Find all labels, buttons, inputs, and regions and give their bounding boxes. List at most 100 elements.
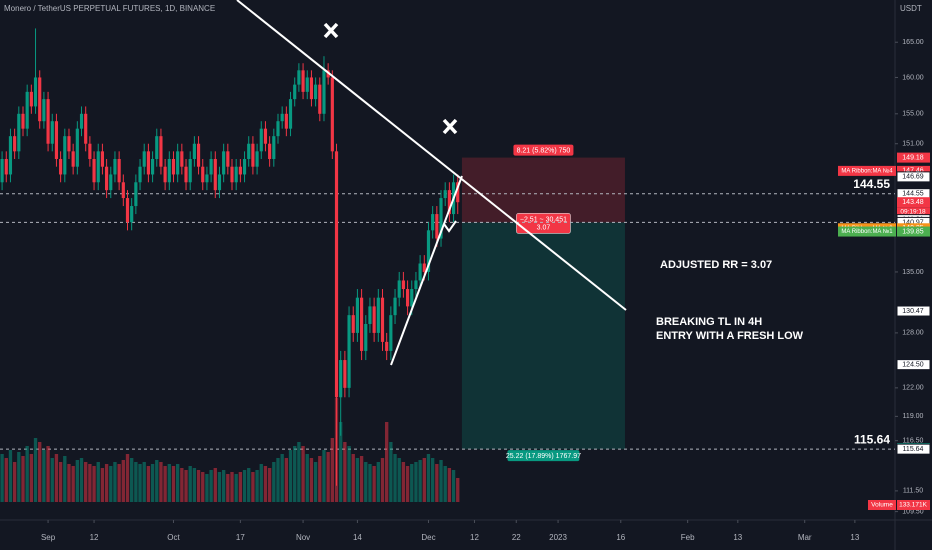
volume-bar — [368, 464, 372, 502]
volume-bar — [12, 462, 17, 502]
candle-body — [171, 158, 176, 175]
volume-bar — [272, 462, 276, 502]
volume-bar — [196, 470, 201, 502]
candle-body — [318, 84, 322, 114]
candle-body — [414, 280, 418, 290]
volume-bar — [201, 472, 205, 502]
candle-body — [234, 166, 238, 183]
price-tag-label: 149.18 — [902, 154, 924, 161]
candle-body — [113, 158, 117, 175]
volume-bar — [259, 464, 263, 502]
candle-body — [163, 166, 167, 183]
candle-body — [8, 136, 13, 175]
volume-name-tag — [868, 500, 896, 510]
volume-bar — [8, 450, 13, 502]
x-tick-label: 13 — [850, 533, 859, 542]
candle-body — [447, 190, 451, 215]
candle-body — [117, 158, 121, 183]
candle-body — [364, 323, 368, 351]
candle-body — [230, 166, 234, 183]
volume-bar — [372, 466, 376, 502]
entry-label: −2.51 ~ 30.451 — [520, 216, 567, 223]
price-tag-label: 130.47 — [902, 308, 924, 315]
candle-body — [360, 297, 364, 351]
candle-body — [0, 158, 4, 183]
candle-body — [393, 297, 397, 316]
volume-bar — [209, 470, 213, 502]
annotation: ENTRY WITH A FRESH LOW — [656, 330, 804, 342]
volume-bar — [284, 458, 289, 502]
volume-bar — [351, 454, 355, 502]
volume-bar — [117, 464, 121, 502]
price-tag — [896, 443, 931, 455]
volume-bar — [297, 442, 301, 502]
volume-bar — [397, 458, 401, 502]
timer-label: 09:19:18 — [900, 208, 926, 215]
x-tick-label: Sep — [41, 533, 56, 542]
volume-bar — [113, 462, 117, 502]
candle-body — [209, 158, 213, 175]
candle-body — [351, 315, 355, 333]
candle-body — [389, 315, 393, 351]
candle-body — [276, 121, 280, 137]
volume-bar — [410, 464, 414, 502]
ma-tag-label: MA Ribbon:MA №4 — [841, 167, 893, 174]
volume-bar — [58, 462, 63, 502]
price-tag-label: 146.69 — [902, 174, 924, 181]
volume-bar — [46, 446, 50, 502]
ma-tag-label: MA Ribbon:MA №1 — [841, 228, 893, 235]
candle-body — [4, 158, 8, 175]
volume-bar — [63, 456, 67, 502]
volume-bar — [326, 452, 330, 502]
candle-body — [380, 297, 385, 342]
volume-bar — [263, 466, 268, 502]
stop-label-box — [513, 144, 574, 156]
candle-body — [192, 143, 196, 159]
candle-body — [238, 166, 242, 175]
volume-bar — [71, 466, 75, 502]
price-tag — [896, 359, 931, 371]
volume-tag — [897, 500, 930, 510]
volume-bar — [251, 472, 255, 502]
volume-bar — [184, 470, 188, 502]
volume-bar — [142, 462, 146, 502]
volume-bar — [439, 460, 443, 502]
volume-bar — [293, 446, 297, 502]
target-label: 25.22 (17.89%) 1767.97 — [506, 453, 581, 460]
candle-body — [96, 151, 100, 183]
volume-bar — [163, 466, 167, 502]
x-tick-label: Mar — [798, 533, 812, 542]
currency: USDT — [900, 4, 922, 13]
volume-bar — [79, 458, 84, 502]
candle-body — [263, 128, 268, 144]
x-mark — [442, 118, 458, 135]
candle-body — [397, 280, 401, 298]
candle-body — [121, 182, 125, 199]
x-tick-label: 12 — [90, 533, 99, 542]
volume-bar — [430, 458, 435, 502]
volume-bar — [50, 458, 54, 502]
candle-body — [339, 360, 343, 398]
candle-body — [293, 84, 297, 100]
candle-body — [222, 151, 226, 175]
candle-body — [314, 84, 318, 100]
x-mark — [323, 22, 339, 39]
ma-tag — [838, 226, 896, 237]
volume-bar — [17, 452, 21, 502]
volume-bar — [364, 462, 368, 502]
volume-bar — [422, 458, 426, 502]
x-tick-label: 16 — [616, 533, 625, 542]
price-tag-label: 115.64 — [903, 446, 924, 453]
candle-body — [59, 158, 63, 175]
volume-bar — [418, 460, 422, 502]
x-tick-label: Dec — [421, 533, 435, 542]
volume-bar — [443, 466, 447, 502]
price-tag — [897, 226, 930, 237]
candle-body — [17, 113, 21, 152]
candle-body — [46, 99, 50, 144]
candle-body — [405, 289, 410, 307]
volume-bar — [393, 454, 397, 502]
trend-line — [390, 175, 463, 366]
